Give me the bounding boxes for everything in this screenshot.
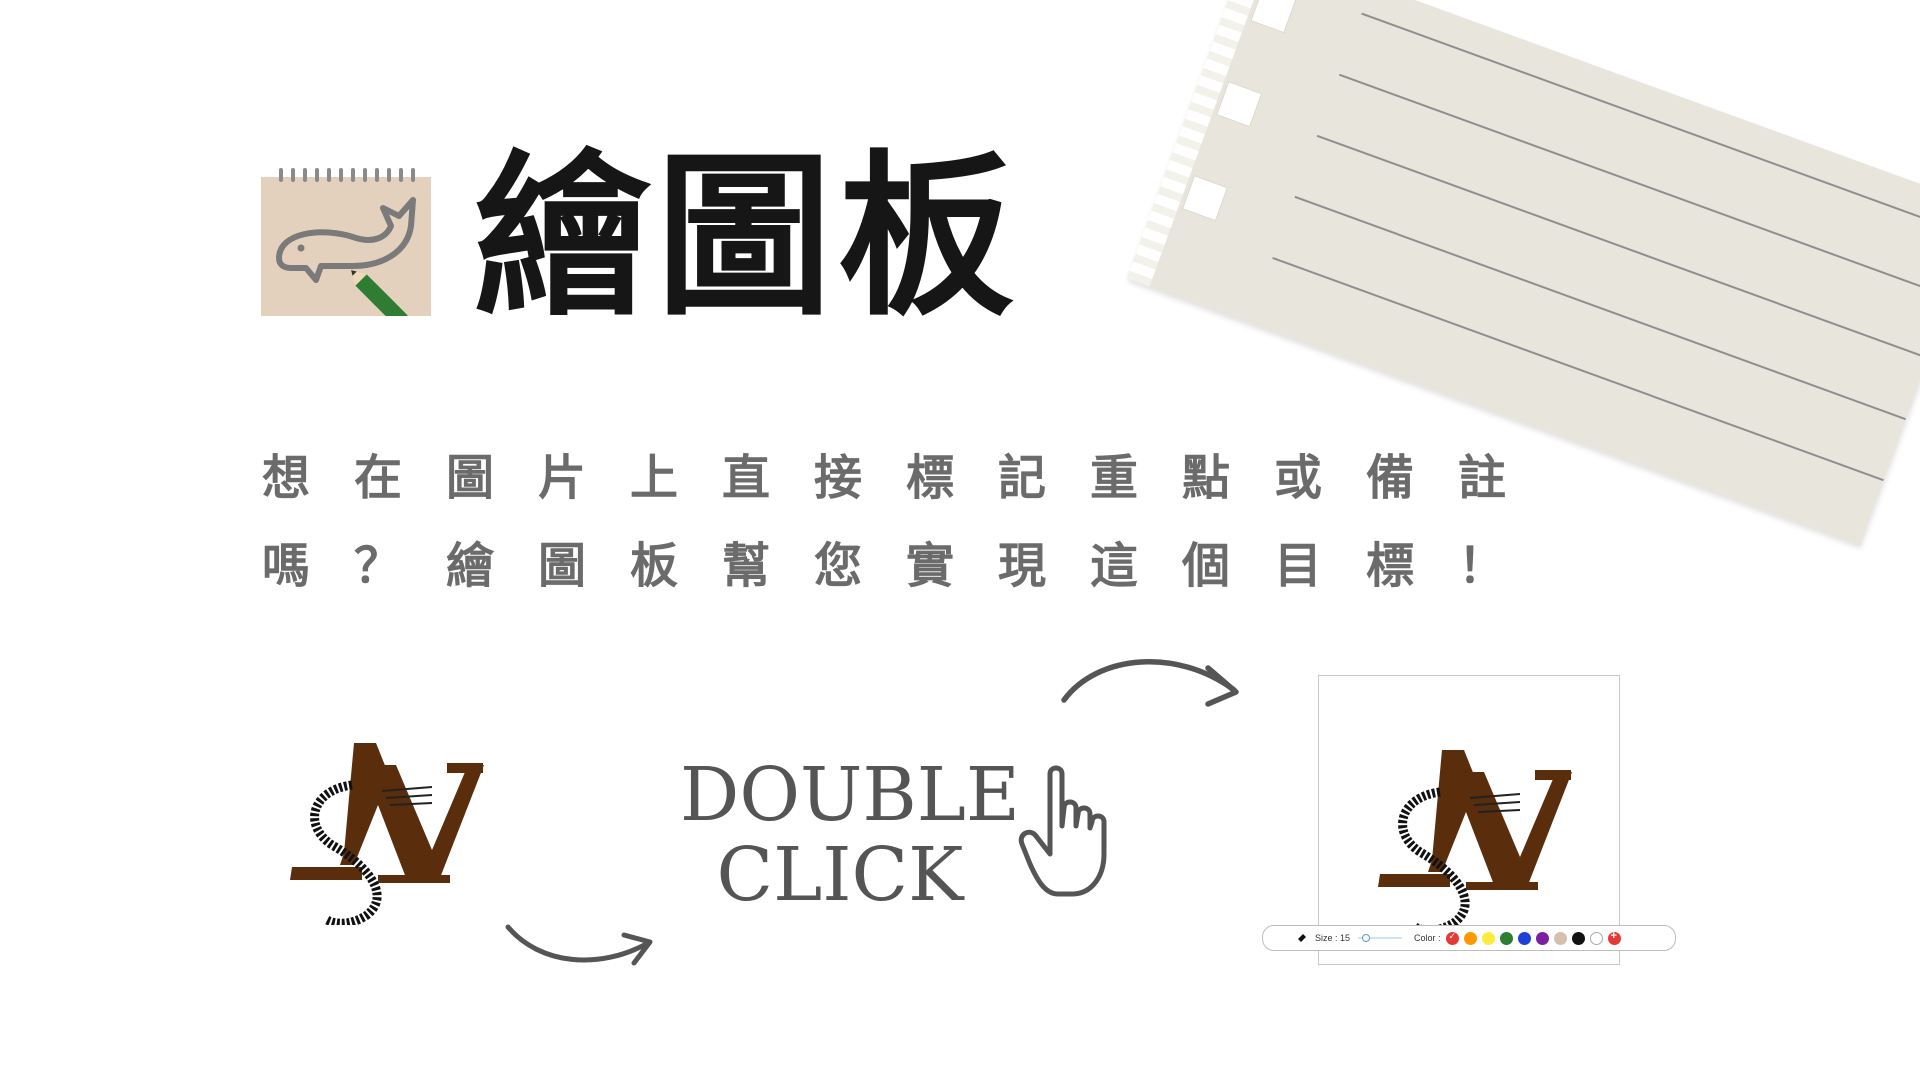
brand-logo-image [1378,750,1572,932]
double-click-text-line-1: DOUBLE [680,752,1020,838]
paper-hole [1181,175,1229,222]
sketchpad-whale-pencil-icon [261,168,431,316]
paper-hole [1250,0,1297,34]
color-swatch-red-selected[interactable]: ✓ [1445,930,1459,945]
color-swatch-black[interactable] [1571,931,1585,945]
description-line-2: 嗎？繪圖板幫您實現這個目標！ [262,538,1551,594]
eraser-icon[interactable] [1297,933,1307,943]
color-label: Color : [1414,933,1441,943]
color-swatch-blue[interactable] [1517,931,1531,945]
plus-icon: + [1610,929,1617,942]
paper-line [1316,134,1920,359]
paper-line [1294,195,1907,420]
description-line-1: 想在圖片上直接標記重點或備註 [262,450,1551,506]
color-swatch-purple[interactable] [1535,931,1549,945]
color-swatch-beige[interactable] [1553,931,1567,945]
brush-size-slider[interactable] [1358,934,1403,942]
add-color-button[interactable]: + [1607,929,1621,945]
color-swatch-green[interactable] [1499,931,1513,945]
check-icon: ✓ [1448,930,1457,941]
pointing-hand-icon [1018,765,1107,897]
brush-size-label: Size : 15 [1315,933,1351,943]
color-swatch-yellow[interactable] [1481,931,1495,945]
color-swatch-orange[interactable] [1463,931,1477,945]
curved-arrow-icon [1061,658,1239,707]
brand-logo-image [290,743,484,925]
drawing-toolbar: Size : 15 Color : ✓ + [1262,925,1676,951]
slider-handle[interactable] [1362,934,1371,942]
paper-line [1361,12,1920,237]
drawing-canvas-frame [1318,675,1620,965]
double-click-text-line-2: CLICK [716,832,964,918]
paper-torn-edge [1126,0,1273,287]
page-title: 繪圖板 [474,135,1021,340]
curved-arrow-icon [505,924,653,966]
paper-hole [1216,81,1263,128]
color-swatch-white[interactable] [1589,931,1603,945]
